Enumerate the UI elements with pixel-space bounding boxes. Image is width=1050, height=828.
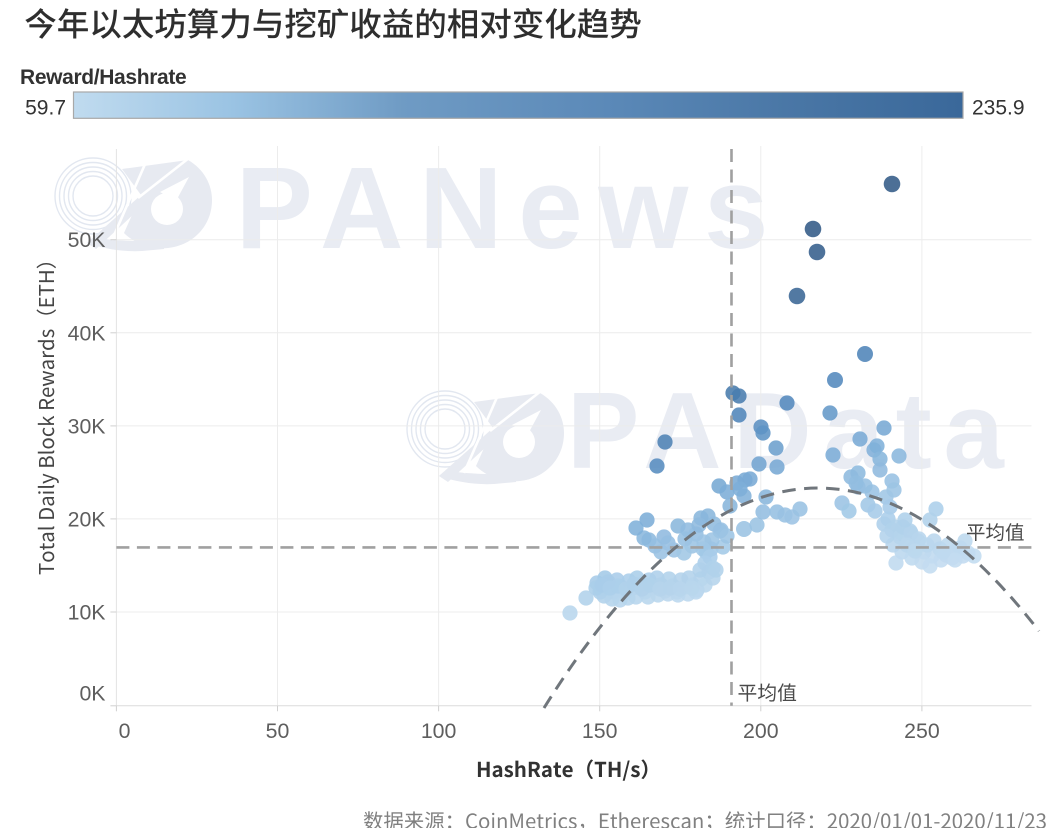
svg-text:50: 50	[266, 719, 290, 743]
svg-text:100: 100	[421, 719, 457, 743]
svg-text:20K: 20K	[68, 507, 106, 531]
svg-text:30K: 30K	[68, 414, 106, 438]
svg-text:150: 150	[582, 719, 618, 743]
svg-text:200: 200	[743, 719, 779, 743]
svg-text:40K: 40K	[68, 321, 106, 345]
svg-text:0: 0	[119, 719, 131, 743]
svg-text:250: 250	[904, 719, 940, 743]
svg-text:235.9: 235.9	[972, 97, 1025, 120]
svg-text:PANews: PANews	[236, 143, 784, 273]
svg-text:PAData: PAData	[567, 370, 1016, 491]
svg-text:59.7: 59.7	[25, 97, 66, 120]
svg-text:10K: 10K	[68, 601, 106, 625]
svg-text:0K: 0K	[79, 682, 105, 706]
svg-text:Reward/Hashrate: Reward/Hashrate	[20, 66, 186, 89]
svg-text:50K: 50K	[68, 228, 106, 252]
